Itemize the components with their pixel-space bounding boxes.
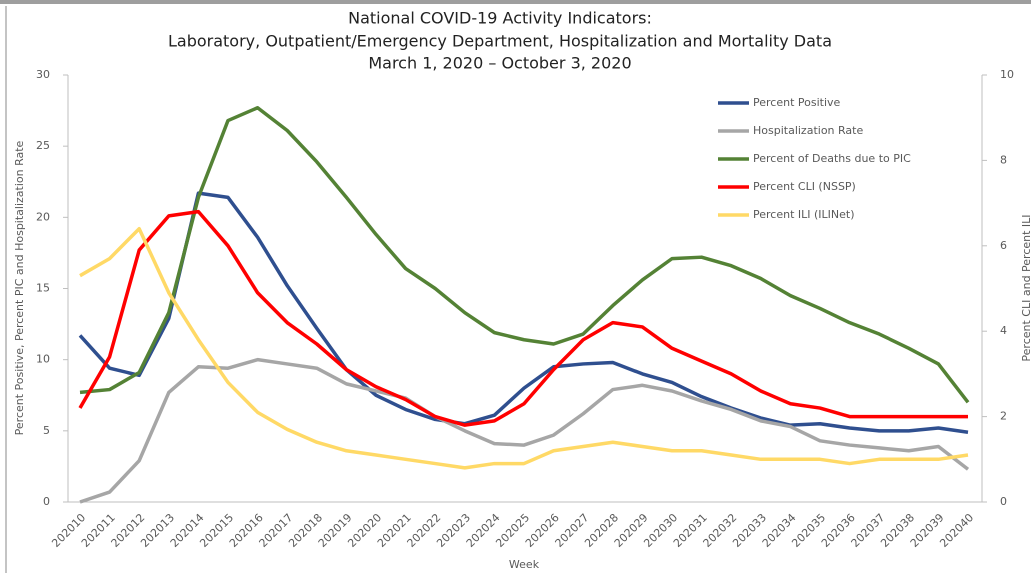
y-tick-label: 20 (36, 210, 50, 223)
y2-tick-label: 0 (1000, 495, 1007, 508)
y2-tick-label: 4 (1000, 324, 1007, 337)
y2-tick-label: 10 (1000, 68, 1014, 81)
y2-tick-label: 8 (1000, 153, 1007, 166)
y-tick-label: 5 (43, 424, 50, 437)
series-line (78, 191, 969, 434)
y-tick-label: 10 (36, 353, 50, 366)
legend-label: Percent Positive (753, 96, 841, 109)
x-axis-title: Week (509, 558, 540, 571)
y-tick-label: 25 (36, 139, 50, 152)
y2-tick-label: 6 (1000, 239, 1007, 252)
chart-subtitle: Laboratory, Outpatient/Emergency Departm… (168, 32, 832, 51)
y-tick-label: 15 (36, 282, 50, 295)
series-line (79, 105, 970, 404)
y2-tick-label: 2 (1000, 410, 1007, 423)
top-bar (0, 0, 1031, 4)
series-line (78, 209, 968, 427)
y-axis-title: Percent Positive, Percent PIC and Hospit… (13, 140, 26, 435)
series-line (79, 226, 969, 470)
chart-date-range: March 1, 2020 – October 3, 2020 (368, 54, 631, 73)
legend-label: Percent CLI (NSSP) (753, 180, 856, 193)
y-tick-label: 0 (43, 495, 50, 508)
y2-axis-title: Percent CLI and Percent ILI (1020, 214, 1031, 361)
y-tick-label: 30 (36, 68, 50, 81)
legend-label: Hospitalization Rate (753, 124, 863, 137)
legend-label: Percent of Deaths due to PIC (753, 152, 911, 165)
series-line (79, 357, 970, 504)
legend-label: Percent ILI (ILINet) (753, 208, 855, 221)
chart-title: National COVID-19 Activity Indicators: (348, 9, 652, 28)
